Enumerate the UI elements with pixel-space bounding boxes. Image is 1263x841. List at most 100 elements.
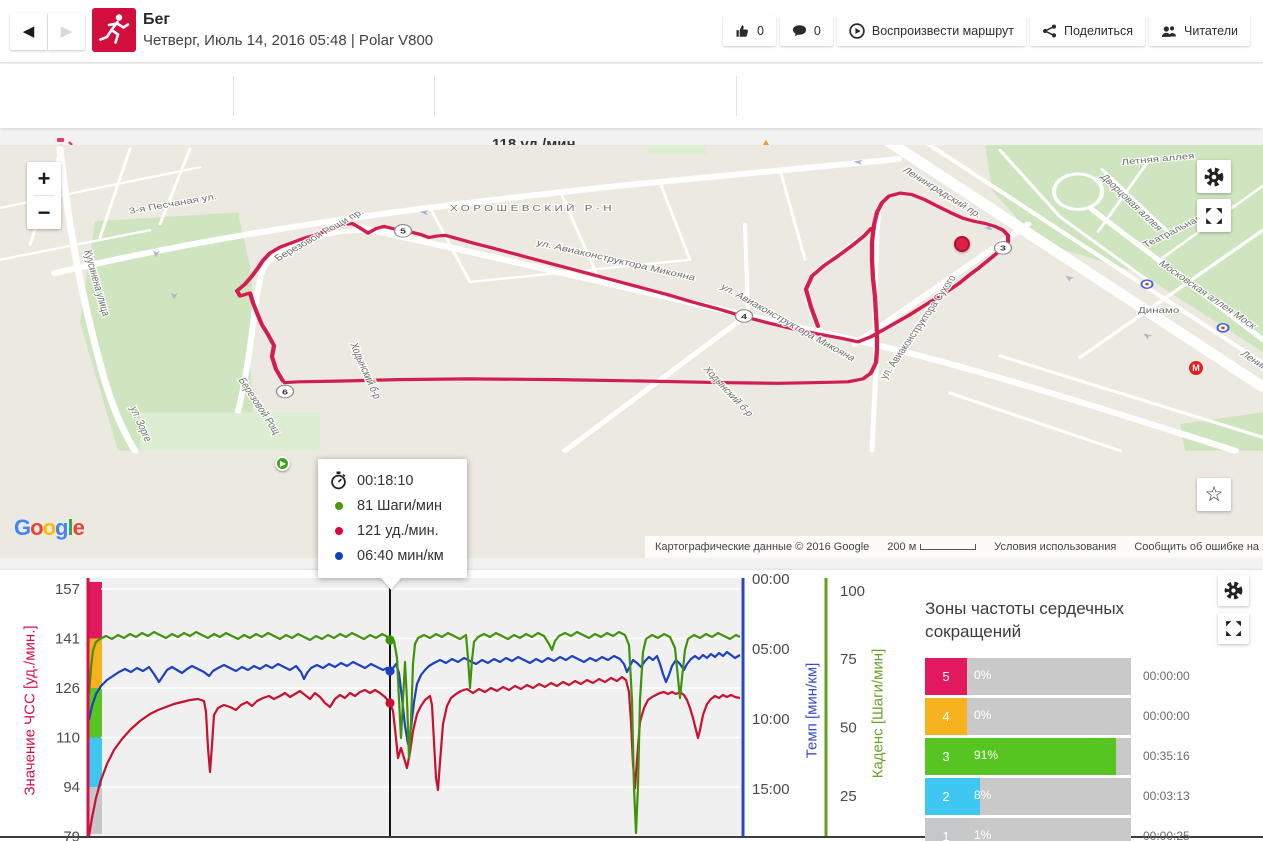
hr-zones-title: Зоны частоты сердечных сокращений [925,599,1125,641]
hr-zone-row-4: 4 0% 00:00:00 [925,697,1255,735]
zone-time: 00:03:13 [1143,789,1190,804]
zone-time: 00:35:16 [1143,749,1190,764]
play-route-label: Воспроизвести маршрут [871,23,1014,38]
header: ◀ ▶ Бег Четверг, Июль 14, 2016 05:48 | P… [0,0,1263,63]
zone-number: 4 [925,697,967,735]
zoom-out-button[interactable]: − [37,200,51,225]
hr-zone-row-2: 2 8% 00:03:13 [925,777,1255,815]
play-circle-icon [849,22,865,39]
zone-percent: 8% [974,787,992,802]
report-error-link[interactable]: Сообщить об ошибке на карте [1134,541,1263,553]
page-title: Бег [143,11,171,28]
zoom-in-button[interactable]: + [37,166,51,191]
cursor-tooltip: 00:18:10 81 Шаги/мин 121 уд./мин. 06:40 … [318,459,467,590]
route-layer [234,191,1011,385]
pace-tick: 15:00 [752,781,790,798]
km-marker [275,384,295,399]
readers-label: Читатели [1184,23,1238,38]
zone-bar-track: 1% [967,817,1131,841]
tooltip-hr-row: 121 уд./мин. [330,518,455,543]
readers-button[interactable]: Читатели [1149,15,1250,46]
zone-bar-fill [967,817,969,841]
chart-settings-button[interactable] [1218,575,1249,606]
zone-strip-segment [89,688,102,738]
zone-strip-segment [89,737,102,787]
expand-icon [1226,621,1241,636]
thumbs-up-icon [736,24,748,37]
hr-tick: 79 [63,829,80,841]
hr-zones-panel: Зоны частоты сердечных сокращений 5 0% 0… [925,598,1255,841]
zone-bar-track: 91% [967,737,1131,775]
cadence-tick: 75 [840,651,857,668]
map-settings-button[interactable] [1197,160,1231,193]
like-count: 0 [756,23,764,38]
tooltip-time-row: 00:18:10 [330,468,455,493]
cadence-axis-title: Каденс [Шаги/мин] [869,648,887,779]
map-fullscreen-button[interactable] [1197,199,1231,232]
zone-time: 00:00:00 [1143,709,1190,724]
pace-tick: 00:00 [752,571,790,588]
metro-m-badge: М [1189,361,1203,375]
pace-tick: 10:00 [752,711,790,728]
scale-bar [920,544,977,550]
google-logo[interactable]: Google [14,515,85,540]
zone-time: 00:00:25 [1143,829,1190,841]
km-markers-layer: 5 4 3 6 [275,224,1013,399]
comment-button[interactable]: 0 [779,15,833,46]
divider [434,76,435,116]
tooltip-cadence-row: 81 Шаги/мин [330,493,455,518]
zone-strip-segment [89,582,102,639]
hr-tick: 126 [55,680,80,697]
chart-series [87,630,741,837]
summary-stats-bar: 00:39:05 Продолжительность А В 6.02 км Д… [0,64,1263,186]
hr-tick: 110 [56,730,80,747]
zone-bar-track: 8% [967,777,1131,815]
share-icon [1042,24,1057,37]
people-icon [1161,25,1177,37]
cadence-tick: 50 [840,720,857,737]
zone-number: 2 [925,777,967,815]
zone-bar-fill [967,737,1117,775]
cadence-tick: 25 [840,788,857,805]
gear-icon [1224,581,1243,600]
header-actions: 0 0 Воспроизвести маршрут Поделиться Чит… [722,15,1250,46]
km-marker-label: 4 [741,312,748,320]
tooltip-pace: 06:40 мин/км [357,547,444,564]
previous-session-button[interactable]: ◀ [10,13,47,50]
hr-zone-strip [89,582,102,834]
like-button[interactable]: 0 [722,15,776,46]
hr-tick: 94 [63,779,80,796]
expand-icon [1206,207,1222,224]
favorite-star-button[interactable]: ☆ [1197,478,1231,511]
km-marker [993,241,1013,255]
divider [233,76,234,116]
pace-axis-title: Темп [мин/км] [803,662,821,759]
oneway-arrows [153,159,1153,340]
pace-ring-icon [334,551,343,560]
divider [736,76,737,116]
hr-zone-row-3: 3 91% 00:35:16 [925,737,1255,775]
km-marker-label: 5 [400,227,406,235]
run-route [234,191,1011,385]
route-map[interactable]: 3-я Песчаная ул. Куусинена улица ул. Зорге… [0,145,1263,558]
gear-icon [1204,167,1224,186]
zone-time: 00:00:00 [1143,669,1190,684]
next-session-button[interactable]: ▶ [48,13,85,50]
zone-percent: 91% [974,747,999,762]
current-position-marker [954,236,970,252]
km-marker [393,224,413,238]
map-attribution: Картографические данные © 2016 Google 20… [645,536,1263,558]
terms-link[interactable]: Условия использования [994,541,1117,553]
tooltip-time: 00:18:10 [357,472,414,489]
hr-tick: 157 [55,581,80,598]
share-button[interactable]: Поделиться [1029,15,1146,46]
map-zoom-control: + − [27,162,61,229]
run-route [803,227,874,328]
chart-cursor-group[interactable] [385,578,395,836]
play-route-button[interactable]: Воспроизвести маршрут [836,15,1026,46]
cursor-dot-hr [385,698,395,708]
hr-zone-row-1: 1 1% 00:00:25 [925,817,1255,841]
chart-fullscreen-button[interactable] [1218,613,1249,644]
km-marker [734,309,754,323]
hr-pace-cadence-chart[interactable]: 157 141 126 110 94 79 00:00 05:00 10:00 15:00 100 7… [0,570,1263,841]
